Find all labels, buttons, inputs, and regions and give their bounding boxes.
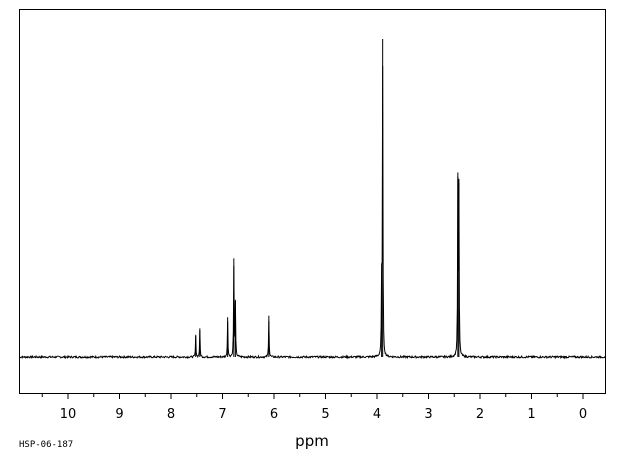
x-tick-label: 9 xyxy=(115,407,123,422)
x-tick-label: 5 xyxy=(321,407,329,422)
spectrum-trace-group xyxy=(18,39,606,360)
x-tick-label: 4 xyxy=(373,407,381,422)
x-tick-label: 3 xyxy=(424,407,432,422)
x-tick-label: 0 xyxy=(579,407,587,422)
plot-frame xyxy=(19,9,606,394)
x-tick-label: 7 xyxy=(218,407,226,422)
spectrum-line xyxy=(18,66,606,360)
x-axis-title: ppm xyxy=(295,432,329,450)
x-axis: 10 9 8 7 6 5 4 3 2 1 0 xyxy=(41,393,587,422)
x-tick-label: 2 xyxy=(476,407,484,422)
x-tick-label: 1 xyxy=(527,407,535,422)
sample-id-label: HSP-06-187 xyxy=(19,440,73,450)
x-tick-label: 8 xyxy=(167,407,175,422)
x-tick-label: 10 xyxy=(60,407,77,422)
x-tick-label: 6 xyxy=(270,407,278,422)
